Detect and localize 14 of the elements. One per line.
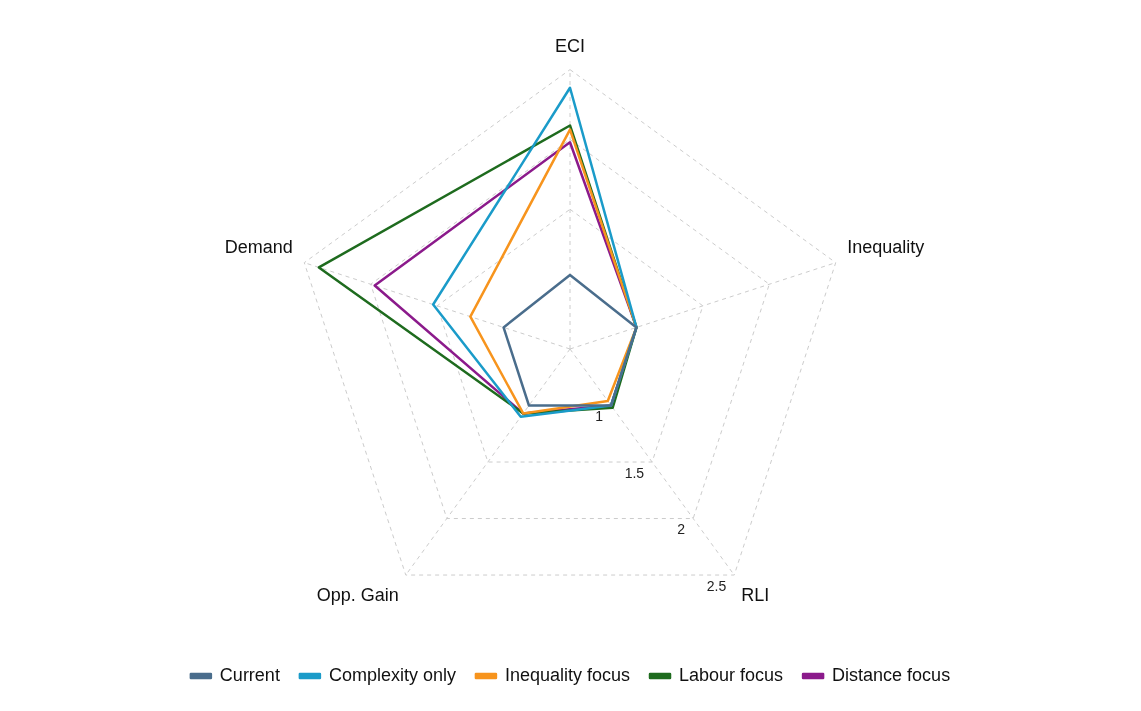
spoke-label: Demand	[224, 237, 293, 258]
legend-label: Distance focus	[832, 664, 951, 685]
spoke-label: ECI	[554, 35, 586, 56]
y-tick-label: 1	[595, 408, 604, 425]
spoke-label: RLI	[741, 584, 770, 605]
legend-label: Complexity only	[328, 664, 456, 685]
legend-label: Current	[219, 664, 280, 685]
legend-label: Inequality focus	[504, 664, 631, 685]
spoke-label: Inequality	[847, 237, 925, 258]
legend-label: Labour focus	[679, 664, 784, 685]
y-tick-label: 2	[677, 521, 686, 538]
y-tick-label: 1.5	[624, 464, 645, 481]
spoke-label: Opp. Gain	[316, 584, 399, 605]
y-tick-label: 2.5	[706, 577, 727, 594]
